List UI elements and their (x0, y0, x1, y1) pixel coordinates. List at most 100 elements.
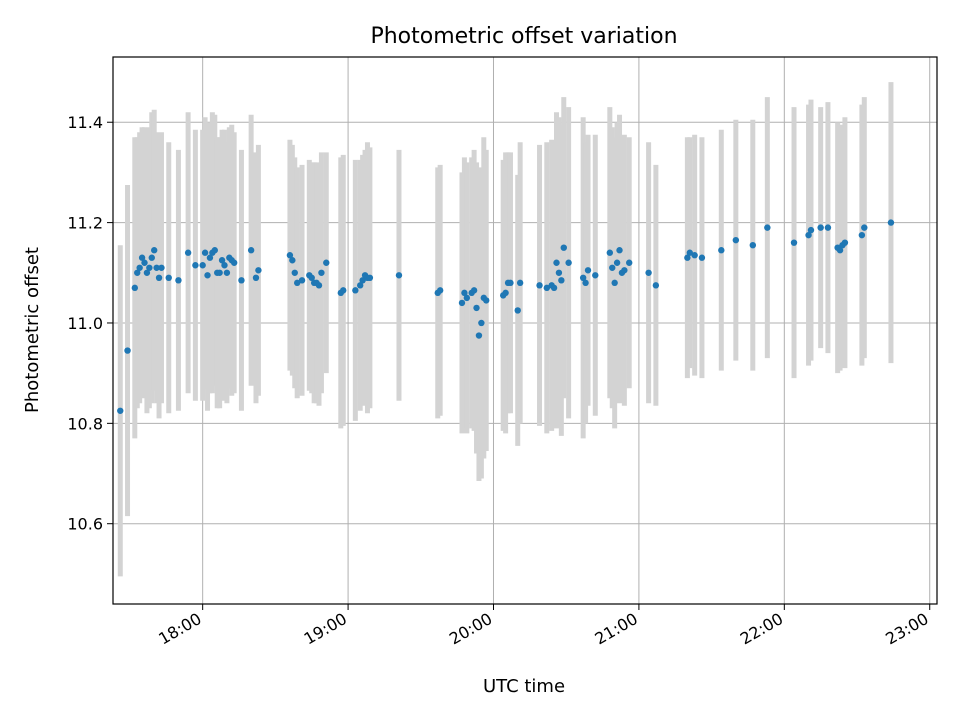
data-point (483, 297, 490, 304)
data-point (558, 277, 565, 284)
y-axis-title: Photometric offset (22, 247, 43, 413)
data-point (841, 239, 849, 246)
data-point (458, 299, 466, 307)
data-point (286, 252, 294, 259)
data-point (764, 224, 771, 231)
data-point (565, 259, 572, 266)
x-axis-title: UTC time (483, 676, 565, 697)
data-point (550, 284, 558, 292)
data-point (836, 247, 844, 254)
data-point (252, 274, 260, 282)
data-point (318, 269, 325, 276)
data-point (201, 249, 209, 256)
data-point (478, 319, 485, 327)
data-point (395, 272, 403, 279)
data-point (199, 262, 206, 269)
data-point (255, 267, 262, 274)
data-point (555, 269, 563, 276)
data-point (652, 282, 660, 289)
data-point (611, 279, 618, 287)
y-tick-label: 10.8 (67, 414, 103, 433)
data-points (117, 219, 895, 414)
data-point (887, 219, 895, 226)
data-point (824, 224, 832, 231)
data-point (151, 247, 158, 254)
data-point (298, 277, 306, 284)
data-point (221, 262, 228, 269)
data-point (206, 254, 214, 261)
x-tick-label: 23:00 (882, 609, 931, 649)
data-point (507, 279, 514, 287)
data-point (516, 279, 524, 287)
data-point (138, 254, 146, 261)
data-point (616, 247, 623, 254)
data-point (175, 277, 182, 284)
data-point (238, 277, 245, 284)
data-point (502, 289, 509, 297)
data-point (146, 264, 153, 271)
data-point (686, 249, 693, 256)
data-point (211, 247, 218, 254)
data-point (861, 224, 868, 231)
y-tick-label: 11.0 (67, 314, 103, 333)
data-point (473, 304, 480, 312)
data-point (153, 264, 160, 271)
x-tick-label: 19:00 (301, 609, 350, 649)
data-point (216, 269, 223, 276)
data-point (136, 264, 143, 271)
data-point (718, 247, 725, 254)
data-point (289, 257, 296, 264)
data-point (613, 259, 621, 266)
x-tick-label: 20:00 (446, 609, 495, 649)
data-point (560, 244, 567, 251)
data-point (543, 284, 551, 292)
data-point (366, 274, 374, 282)
data-point (684, 254, 691, 261)
x-tick-label: 18:00 (155, 609, 204, 649)
data-point (184, 249, 192, 256)
data-point (293, 279, 301, 287)
data-point (315, 282, 323, 289)
data-point (352, 287, 359, 294)
data-point (592, 272, 599, 279)
data-point (165, 274, 172, 282)
data-point (461, 289, 468, 297)
data-point (805, 231, 812, 239)
y-axis-ticks: 10.6 10.8 11.0 11.2 11.4 (67, 113, 113, 534)
data-point (323, 259, 330, 266)
x-tick-label: 21:00 (591, 609, 640, 649)
data-point (817, 224, 824, 231)
data-point (514, 307, 521, 314)
data-point (698, 254, 706, 261)
x-axis-ticks: 18:00 19:00 20:00 21:00 22:00 23:00 (155, 604, 932, 649)
data-point (359, 277, 366, 284)
data-point (141, 259, 148, 266)
data-point (230, 259, 238, 266)
data-point (582, 279, 589, 287)
data-point (218, 257, 226, 264)
data-point (463, 294, 471, 302)
data-point (645, 269, 652, 276)
data-point (584, 267, 592, 274)
data-point (117, 407, 124, 414)
data-point (732, 236, 740, 244)
data-point (192, 262, 199, 269)
data-point (626, 259, 633, 266)
data-point (691, 252, 698, 259)
data-point (143, 269, 151, 276)
data-point (609, 264, 616, 271)
data-point (858, 231, 866, 239)
data-point (131, 284, 139, 292)
data-point (749, 241, 757, 249)
data-point (155, 274, 163, 282)
data-point (536, 282, 543, 289)
data-point (340, 287, 347, 294)
data-point (553, 259, 560, 266)
data-point (204, 272, 211, 279)
data-point (357, 282, 364, 289)
x-tick-label: 22:00 (737, 609, 786, 649)
data-point (790, 239, 798, 246)
plot-frame (112, 56, 938, 605)
y-tick-label: 11.2 (67, 214, 103, 233)
data-point (606, 249, 614, 256)
